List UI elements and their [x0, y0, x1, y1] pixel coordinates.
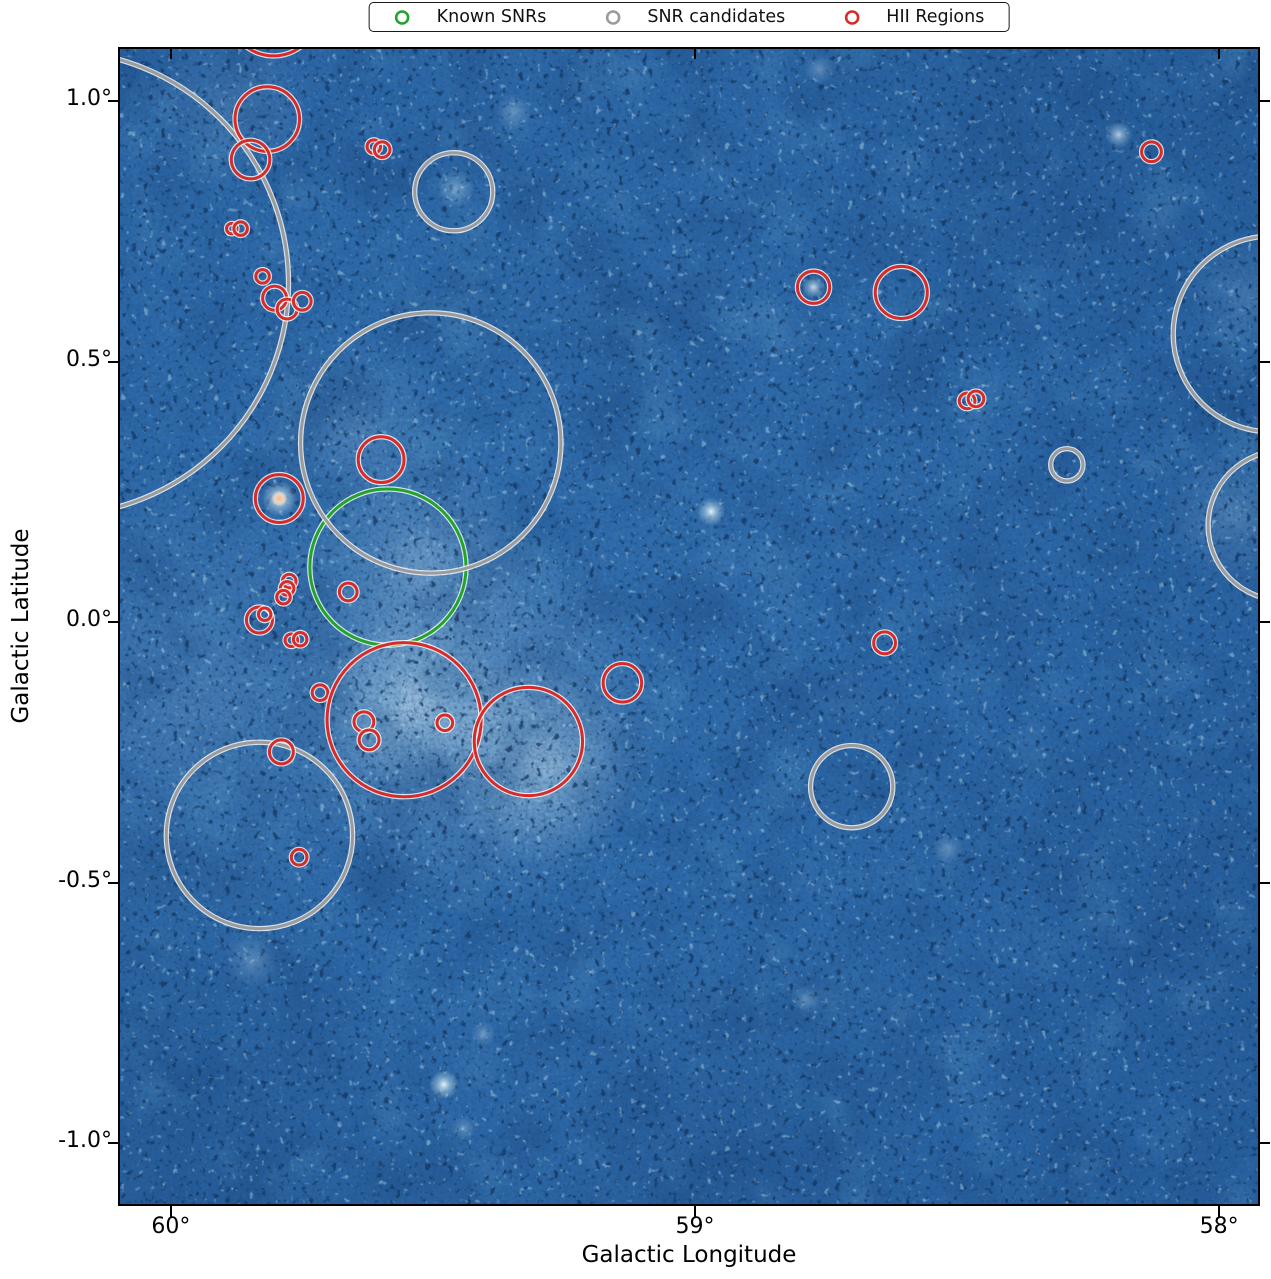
- legend-label-known-snrs: Known SNRs: [436, 7, 547, 27]
- hii-region-marker: [337, 581, 359, 603]
- x-tick-bottom: [1218, 1206, 1221, 1217]
- hii-region-marker: [291, 630, 309, 648]
- hii-region-marker: [244, 605, 274, 635]
- hii-region-marker: [435, 713, 455, 733]
- snr-candidate-marker: [120, 58, 290, 508]
- bright-source-core: [271, 490, 288, 507]
- x-tick-label: 58°: [1199, 1214, 1239, 1239]
- y-tick-left: [108, 360, 120, 363]
- bright-source: [437, 169, 475, 208]
- hii-region-marker: [472, 685, 585, 798]
- legend: Known SNRs SNR candidates HII Regions: [368, 2, 1010, 32]
- snr-candidate-marker: [413, 151, 495, 233]
- hii-region-marker: [357, 728, 381, 752]
- x-tick-label: 59°: [675, 1214, 715, 1239]
- x-tick-top: [169, 47, 172, 59]
- bright-source: [225, 935, 278, 988]
- hii-region-marker: [256, 606, 273, 623]
- legend-label-snr-candidates: SNR candidates: [647, 7, 786, 27]
- bright-source: [451, 1115, 477, 1141]
- light-speckle-noise: [120, 49, 1258, 1204]
- y-tick-label: 1.0°: [66, 86, 112, 112]
- bright-source: [495, 93, 533, 131]
- hii-region-marker: [246, 49, 301, 58]
- snr-candidate-marker: [1206, 453, 1258, 598]
- snr-candidate-marker: [1049, 447, 1085, 483]
- y-tick-label: -0.5°: [58, 867, 112, 893]
- hii-region-marker: [601, 662, 644, 704]
- x-tick-label: 60°: [151, 1214, 191, 1239]
- y-tick-right: [1258, 621, 1270, 624]
- snr-candidate-marker: [299, 311, 563, 575]
- hii-region-ring-icon: [844, 9, 860, 25]
- hii-region-marker: [291, 290, 313, 312]
- x-tick-top: [1218, 47, 1221, 59]
- snr-candidate-marker: [164, 740, 355, 931]
- hii-region-marker: [229, 138, 272, 181]
- hii-region-marker: [232, 220, 249, 237]
- legend-item-known-snrs: Known SNRs: [394, 7, 547, 27]
- y-tick-label: -1.0°: [58, 1127, 112, 1153]
- snr-candidate-marker: [1171, 235, 1258, 433]
- hii-region-marker: [275, 588, 292, 606]
- plot-area: [118, 47, 1260, 1206]
- hii-region-marker: [872, 630, 898, 656]
- x-tick-bottom: [169, 1206, 172, 1217]
- sky-map: [120, 49, 1258, 1204]
- y-tick-right: [1258, 360, 1270, 363]
- bright-source: [791, 984, 821, 1015]
- y-tick-left: [108, 1141, 120, 1144]
- hii-region-marker: [267, 738, 295, 766]
- hii-region-marker: [283, 632, 300, 648]
- y-tick-right: [1258, 1141, 1270, 1144]
- region-markers-layer: [120, 49, 1258, 932]
- hii-region-marker: [254, 268, 271, 285]
- bright-source: [803, 53, 835, 85]
- bright-source: [1105, 121, 1133, 149]
- snr-candidate-ring-icon: [605, 9, 621, 25]
- bright-source-layer: [225, 53, 1133, 1141]
- bright-source: [931, 832, 963, 865]
- bright-source: [429, 1070, 459, 1100]
- hii-region-marker: [372, 140, 392, 160]
- bright-source: [802, 275, 826, 299]
- x-axis-title: Galactic Longitude: [581, 1242, 797, 1268]
- hii-region-marker: [310, 683, 330, 702]
- hii-region-marker: [1140, 140, 1163, 164]
- hii-region-marker: [957, 391, 977, 411]
- x-tick-bottom: [694, 1206, 697, 1217]
- y-tick-right: [1258, 881, 1270, 884]
- hii-region-marker: [356, 435, 406, 485]
- hii-region-marker: [795, 269, 832, 305]
- hii-region-marker: [873, 264, 929, 320]
- legend-item-hii-regions: HII Regions: [843, 7, 984, 27]
- hii-region-marker: [289, 847, 309, 867]
- y-tick-label: 0.5°: [66, 346, 112, 372]
- y-tick-left: [108, 100, 120, 103]
- x-tick-top: [694, 47, 697, 59]
- y-tick-left: [108, 881, 120, 884]
- y-tick-right: [1258, 100, 1270, 103]
- legend-label-hii-regions: HII Regions: [886, 7, 985, 27]
- hii-region-marker: [225, 221, 239, 236]
- hii-region-marker: [253, 473, 305, 524]
- y-tick-label: 0.0°: [66, 607, 112, 633]
- bright-source: [697, 497, 726, 526]
- bright-source: [470, 1021, 496, 1047]
- legend-item-snr-candidates: SNR candidates: [604, 7, 785, 27]
- snr-candidate-marker: [809, 744, 895, 830]
- hii-region-marker: [966, 389, 986, 409]
- known-snr-ring-icon: [394, 9, 410, 25]
- y-tick-left: [108, 621, 120, 624]
